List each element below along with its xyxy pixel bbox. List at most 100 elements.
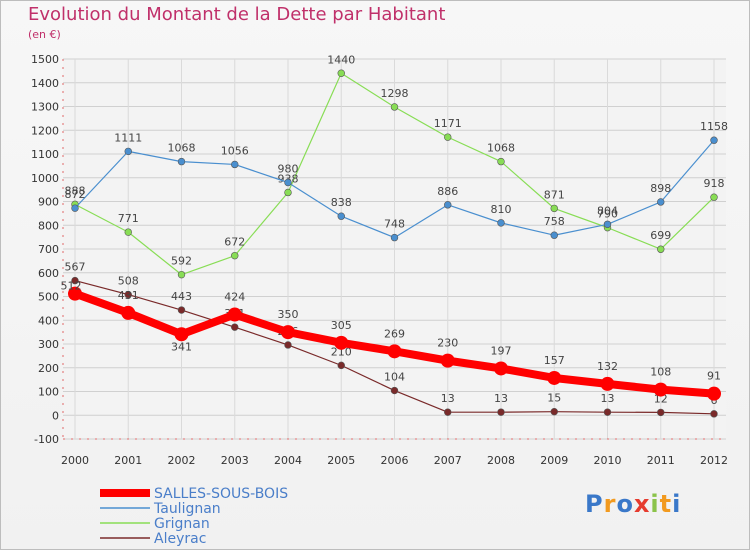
data-point-aleyrac bbox=[71, 276, 79, 285]
data-point-taulignan bbox=[550, 231, 558, 239]
data-point-taulignan bbox=[71, 204, 79, 212]
data-point-grignan bbox=[657, 245, 665, 253]
data-point-aleyrac bbox=[124, 290, 132, 299]
x-tick-label: 2008 bbox=[487, 454, 515, 467]
data-label-aleyrac: 443 bbox=[171, 290, 192, 303]
y-tick-label: 900 bbox=[38, 196, 59, 209]
data-label-aleyrac: 15 bbox=[547, 392, 561, 405]
legend-label-salles-sous-bois: SALLES-SOUS-BOIS bbox=[154, 486, 288, 502]
data-label-taulignan: 838 bbox=[331, 196, 352, 209]
data-label-aleyrac: 210 bbox=[331, 345, 352, 358]
y-tick-label: 600 bbox=[38, 267, 59, 280]
data-point-taulignan bbox=[390, 233, 399, 242]
data-point-aleyrac bbox=[444, 408, 452, 416]
data-label-taulignan: 748 bbox=[384, 218, 405, 231]
data-point-aleyrac bbox=[284, 341, 292, 349]
data-label-taulignan: 886 bbox=[437, 185, 458, 198]
data-label-aleyrac: 508 bbox=[118, 275, 139, 288]
data-label-grignan: 1298 bbox=[381, 87, 409, 100]
logo-letter: i bbox=[650, 490, 660, 518]
y-tick-label: 500 bbox=[38, 291, 59, 304]
logo-letter: o bbox=[616, 490, 634, 518]
logo-letter: t bbox=[659, 490, 673, 518]
data-point-salles-sous-bois bbox=[174, 327, 189, 342]
y-tick-label: 1000 bbox=[31, 172, 59, 185]
data-point-salles-sous-bois bbox=[600, 376, 615, 391]
legend-label-aleyrac: Aleyrac bbox=[154, 531, 206, 547]
data-point-salles-sous-bois bbox=[707, 386, 721, 401]
data-point-aleyrac bbox=[657, 408, 665, 417]
data-point-salles-sous-bois bbox=[387, 344, 402, 359]
data-label-taulignan: 810 bbox=[491, 203, 512, 216]
data-point-aleyrac bbox=[390, 386, 399, 395]
data-label-taulignan: 1068 bbox=[168, 142, 196, 155]
data-point-taulignan bbox=[444, 201, 452, 209]
data-label-aleyrac: 104 bbox=[384, 371, 405, 384]
data-point-taulignan bbox=[603, 220, 612, 229]
data-point-aleyrac bbox=[710, 410, 718, 418]
y-tick-label: 100 bbox=[38, 386, 59, 399]
data-label-taulignan: 1158 bbox=[700, 120, 728, 133]
legend-label-grignan: Grignan bbox=[154, 516, 210, 532]
data-point-grignan bbox=[710, 193, 718, 201]
data-point-aleyrac bbox=[603, 408, 612, 416]
data-point-taulignan bbox=[497, 219, 505, 227]
data-label-salles-sous-bois: 91 bbox=[707, 370, 721, 383]
data-label-taulignan: 898 bbox=[650, 182, 671, 195]
data-label-grignan: 871 bbox=[544, 188, 565, 201]
x-tick-label: 2004 bbox=[274, 454, 302, 467]
data-label-grignan: 790 bbox=[597, 208, 618, 221]
x-tick-label: 2000 bbox=[61, 454, 89, 467]
logo-letter: P bbox=[585, 490, 604, 518]
y-tick-label: 200 bbox=[38, 362, 59, 375]
data-point-grignan bbox=[284, 188, 292, 197]
data-label-grignan: 1068 bbox=[487, 142, 515, 155]
data-label-taulignan: 1111 bbox=[114, 131, 142, 144]
y-tick-label: 1100 bbox=[31, 148, 59, 161]
data-label-salles-sous-bois: 230 bbox=[437, 337, 458, 350]
y-tick-label: 300 bbox=[38, 338, 59, 351]
data-label-grignan: 672 bbox=[224, 236, 245, 249]
x-tick-label: 2011 bbox=[647, 454, 675, 467]
y-tick-label: -100 bbox=[34, 433, 59, 446]
data-point-aleyrac bbox=[177, 306, 186, 314]
data-label-aleyrac: 567 bbox=[65, 261, 86, 274]
proxiti-logo: Proxiti bbox=[585, 490, 681, 518]
data-point-salles-sous-bois bbox=[440, 353, 455, 368]
data-label-taulignan: 758 bbox=[544, 215, 565, 228]
x-tick-label: 2010 bbox=[594, 454, 622, 467]
x-tick-label: 2007 bbox=[434, 454, 462, 467]
data-point-grignan bbox=[497, 157, 505, 166]
x-tick-label: 2009 bbox=[540, 454, 568, 467]
data-point-taulignan bbox=[231, 160, 239, 169]
data-label-aleyrac: 13 bbox=[441, 392, 455, 405]
data-point-taulignan bbox=[177, 157, 186, 166]
data-label-salles-sous-bois: 424 bbox=[224, 291, 245, 304]
data-point-taulignan bbox=[657, 198, 665, 206]
y-tick-label: 400 bbox=[38, 314, 59, 327]
x-tick-label: 2003 bbox=[221, 454, 249, 467]
logo-letter: x bbox=[633, 490, 651, 518]
y-tick-label: 700 bbox=[38, 243, 59, 256]
data-point-aleyrac bbox=[497, 408, 505, 416]
data-point-taulignan bbox=[337, 212, 345, 220]
data-point-grignan bbox=[177, 270, 186, 279]
data-label-salles-sous-bois: 305 bbox=[331, 319, 352, 332]
data-label-taulignan: 1056 bbox=[221, 144, 249, 157]
data-point-grignan bbox=[444, 133, 452, 141]
data-point-salles-sous-bois bbox=[68, 286, 82, 301]
data-label-salles-sous-bois: 132 bbox=[597, 360, 618, 373]
data-point-grignan bbox=[124, 228, 132, 236]
data-label-grignan: 699 bbox=[650, 229, 671, 242]
data-label-salles-sous-bois: 269 bbox=[384, 327, 405, 340]
data-point-grignan bbox=[550, 204, 558, 213]
data-point-aleyrac bbox=[337, 361, 345, 370]
x-tick-label: 2002 bbox=[168, 454, 196, 467]
data-point-grignan bbox=[390, 103, 399, 111]
y-tick-label: 0 bbox=[52, 409, 59, 422]
logo-letter: r bbox=[603, 490, 617, 518]
data-label-aleyrac: 13 bbox=[601, 392, 615, 405]
data-point-salles-sous-bois bbox=[653, 382, 668, 397]
data-label-salles-sous-bois: 157 bbox=[544, 354, 565, 367]
